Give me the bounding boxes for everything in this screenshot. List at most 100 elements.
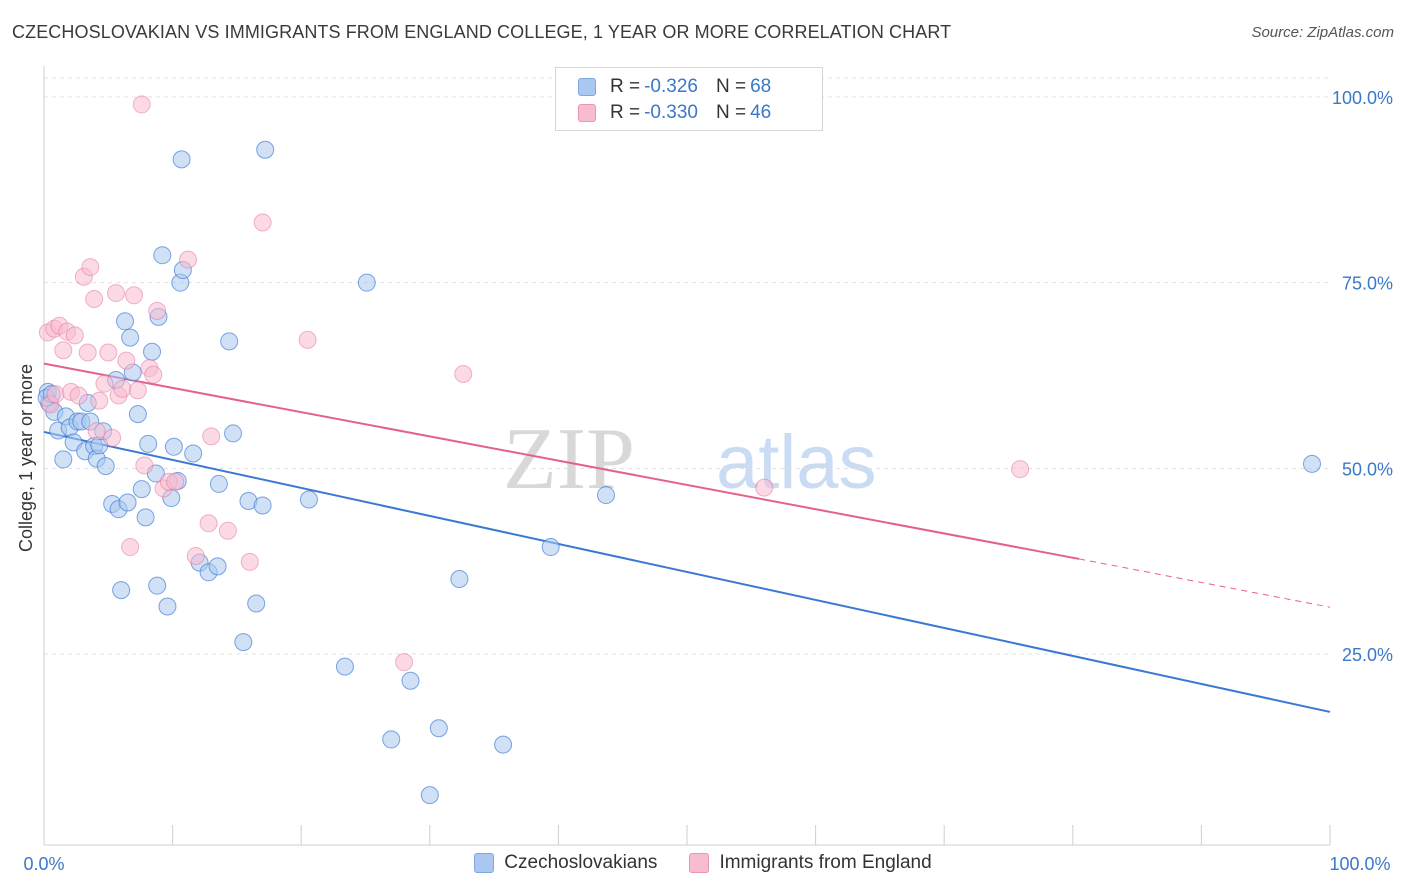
point-czechoslovakians (220, 332, 239, 351)
r-value: -0.326 (644, 76, 698, 97)
legend-swatch-immigrants-england (689, 853, 710, 873)
legend-row-immigrants-england: R = -0.330 N = 46 (578, 100, 771, 126)
point-czechoslovakians (54, 450, 73, 469)
point-immigrants-england (218, 521, 237, 540)
point-czechoslovakians (494, 735, 513, 754)
point-immigrants-england (107, 284, 126, 303)
trend-lines (43, 362, 1331, 713)
point-czechoslovakians (256, 140, 275, 159)
point-immigrants-england (298, 330, 317, 349)
watermark-zip: ZIP (503, 411, 635, 508)
r-label: R = (610, 102, 641, 123)
point-czechoslovakians (450, 569, 469, 588)
point-czechoslovakians (335, 657, 354, 676)
correlation-legend: R = -0.326 N = 68 R = -0.330 N = 46 (555, 67, 823, 131)
point-immigrants-england (78, 343, 97, 362)
point-immigrants-england (755, 478, 774, 497)
r-value: -0.330 (644, 102, 698, 123)
legend-item-immigrants-england[interactable]: Immigrants from England (689, 852, 932, 874)
point-czechoslovakians (136, 508, 155, 527)
point-czechoslovakians (224, 424, 243, 443)
point-immigrants-england (99, 343, 118, 362)
point-czechoslovakians (121, 328, 140, 347)
n-label: N = (715, 76, 747, 97)
point-immigrants-england (199, 514, 218, 533)
legend-label-immigrants-england: Immigrants from England (719, 852, 932, 873)
point-czechoslovakians (596, 486, 615, 505)
legend-swatch-immigrants-england (578, 104, 596, 122)
n-value: 68 (750, 76, 772, 97)
point-immigrants-england (103, 428, 122, 447)
point-immigrants-england (135, 456, 154, 475)
point-czechoslovakians (158, 597, 177, 616)
x-tick-label: 100.0% (1329, 854, 1390, 874)
point-czechoslovakians (357, 273, 376, 292)
point-czechoslovakians (96, 457, 115, 476)
point-czechoslovakians (153, 246, 172, 265)
point-immigrants-england (87, 422, 106, 441)
point-czechoslovakians (112, 581, 131, 600)
point-immigrants-england (90, 391, 109, 410)
trend-line-immigrants-england (43, 362, 1080, 560)
point-czechoslovakians (148, 576, 167, 595)
data-points (37, 95, 1321, 805)
n-value: 46 (750, 102, 772, 123)
point-immigrants-england (202, 427, 221, 446)
point-immigrants-england (240, 552, 259, 571)
point-czechoslovakians (172, 150, 191, 169)
legend-label-czechoslovakians: Czechoslovakians (504, 852, 658, 873)
n-label: N = (715, 102, 747, 123)
tick-labels: 25.0% 50.0% 75.0% 100.0% 0.0% 100.0% (23, 88, 1393, 874)
source-label: Source: ZipAtlas.com (1251, 24, 1394, 41)
legend-item-czechoslovakians[interactable]: Czechoslovakians (474, 852, 657, 874)
point-czechoslovakians (143, 342, 162, 361)
x-tick-label: 0.0% (23, 854, 64, 874)
point-immigrants-england (69, 386, 88, 405)
legend-swatch-czechoslovakians (578, 78, 596, 96)
axes (43, 66, 1331, 846)
point-immigrants-england (454, 365, 473, 384)
point-czechoslovakians (164, 437, 183, 456)
point-immigrants-england (395, 653, 414, 672)
point-immigrants-england (85, 290, 104, 309)
point-immigrants-england (166, 472, 185, 491)
point-immigrants-england (144, 365, 163, 384)
point-immigrants-england (46, 385, 65, 404)
watermark-atlas: atlas (716, 420, 877, 505)
y-tick-label: 75.0% (1342, 274, 1393, 294)
point-immigrants-england (186, 546, 205, 565)
point-immigrants-england (113, 379, 132, 398)
point-czechoslovakians (247, 594, 266, 613)
y-tick-label: 50.0% (1342, 459, 1393, 479)
y-axis-label: College, 1 year or more (16, 364, 36, 552)
point-czechoslovakians (429, 719, 448, 738)
grid-lines (44, 77, 1330, 655)
point-czechoslovakians (401, 671, 420, 690)
point-immigrants-england (95, 374, 114, 393)
trend-extension-immigrants-england (1079, 558, 1331, 608)
point-immigrants-england (81, 258, 100, 277)
point-czechoslovakians (128, 405, 147, 424)
point-czechoslovakians (132, 480, 151, 499)
point-immigrants-england (253, 213, 272, 232)
point-czechoslovakians (118, 493, 137, 512)
point-immigrants-england (125, 286, 144, 305)
point-czechoslovakians (234, 633, 253, 652)
point-immigrants-england (132, 95, 151, 114)
watermark: ZIP atlas (503, 411, 877, 508)
legend-row-czechoslovakians: R = -0.326 N = 68 (578, 74, 771, 100)
point-immigrants-england (128, 381, 147, 400)
point-immigrants-england (148, 301, 167, 320)
chart-title: CZECHOSLOVAKIAN VS IMMIGRANTS FROM ENGLA… (12, 22, 952, 42)
legend-swatch-czechoslovakians (474, 853, 495, 873)
point-immigrants-england (121, 538, 140, 557)
point-czechoslovakians (253, 496, 272, 515)
point-czechoslovakians (382, 730, 401, 749)
point-czechoslovakians (541, 538, 560, 557)
point-czechoslovakians (116, 312, 135, 331)
y-tick-label: 25.0% (1342, 645, 1393, 665)
point-czechoslovakians (1302, 454, 1321, 473)
point-immigrants-england (179, 250, 198, 269)
point-czechoslovakians (208, 557, 227, 576)
